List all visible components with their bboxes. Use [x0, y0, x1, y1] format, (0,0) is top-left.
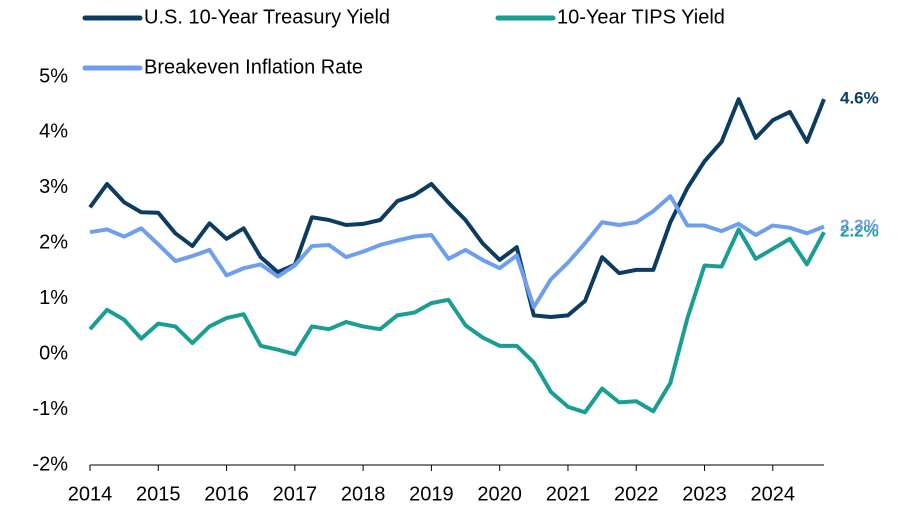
x-tick-label: 2019 — [409, 483, 454, 505]
series-line — [89, 194, 825, 310]
x-tick-label: 2024 — [751, 483, 796, 505]
y-tick-label: 5% — [39, 65, 68, 87]
y-tick-label: 2% — [39, 232, 68, 254]
end-label: 2.2% — [840, 222, 879, 241]
x-tick-label: 2021 — [546, 483, 591, 505]
x-tick-label: 2015 — [136, 483, 181, 505]
y-tick-label: 1% — [39, 287, 68, 309]
x-tick-label: 2014 — [68, 483, 113, 505]
series-line — [88, 227, 826, 415]
x-tick-label: 2023 — [682, 483, 727, 505]
x-tick-label: 2016 — [204, 483, 249, 505]
end-label: 2.3% — [840, 216, 879, 235]
legend-label: U.S. 10-Year Treasury Yield — [144, 6, 390, 28]
legend-label: Breakeven Inflation Rate — [144, 56, 363, 78]
x-tick-label: 2017 — [273, 483, 318, 505]
x-tick-label: 2018 — [341, 483, 386, 505]
legend-label: 10-Year TIPS Yield — [557, 6, 725, 28]
y-tick-label: -1% — [32, 398, 68, 420]
y-tick-label: 3% — [39, 176, 68, 198]
y-tick-label: -2% — [32, 453, 68, 475]
y-tick-label: 4% — [39, 121, 68, 143]
series-line — [88, 97, 826, 320]
x-tick-label: 2020 — [477, 483, 522, 505]
x-tick-label: 2022 — [614, 483, 659, 505]
y-tick-label: 0% — [39, 342, 68, 364]
end-label: 4.6% — [840, 89, 879, 108]
